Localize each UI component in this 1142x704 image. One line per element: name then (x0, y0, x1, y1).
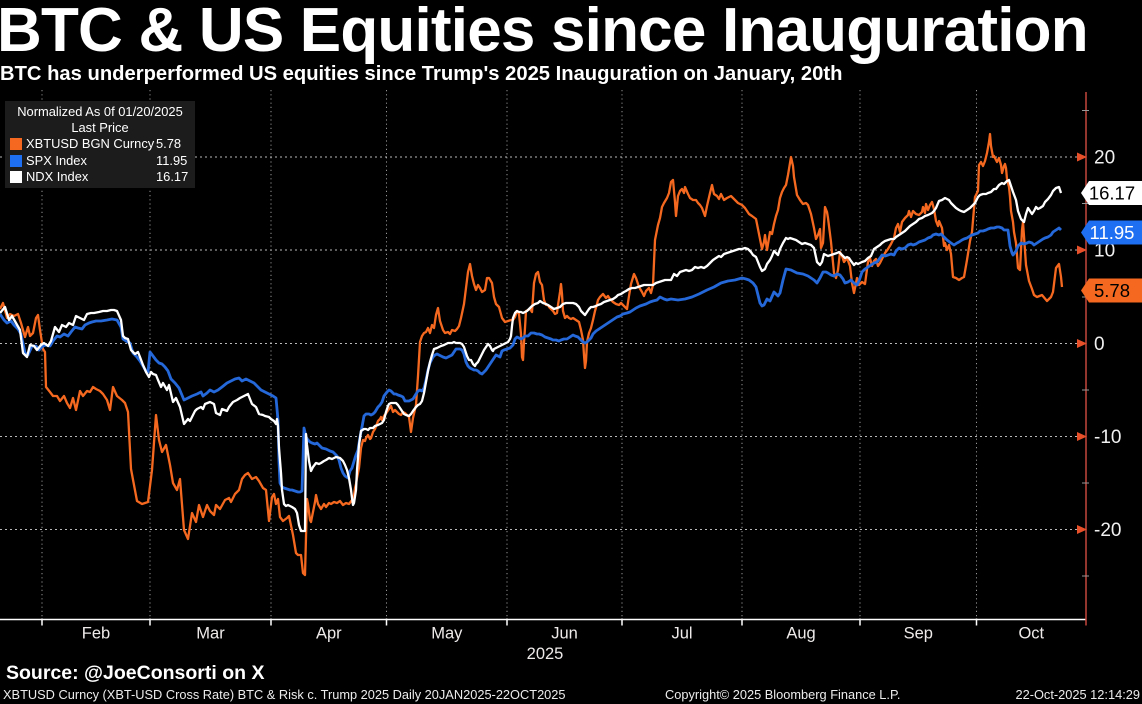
svg-text:Mar: Mar (196, 625, 225, 643)
svg-text:Jul: Jul (671, 625, 692, 643)
svg-text:-20: -20 (1094, 520, 1121, 541)
svg-text:16.17: 16.17 (1089, 183, 1135, 204)
svg-text:Feb: Feb (82, 625, 110, 643)
svg-text:Jun: Jun (551, 625, 578, 643)
svg-text:Oct: Oct (1018, 625, 1044, 643)
svg-text:0: 0 (1094, 334, 1105, 355)
svg-text:Apr: Apr (316, 625, 342, 643)
svg-text:Aug: Aug (786, 625, 815, 643)
svg-text:5.78: 5.78 (1094, 280, 1130, 301)
svg-text:2025: 2025 (527, 645, 564, 663)
svg-text:11.95: 11.95 (1090, 222, 1135, 243)
svg-text:Sep: Sep (904, 625, 933, 643)
svg-text:20: 20 (1094, 148, 1115, 169)
svg-text:10: 10 (1094, 241, 1115, 262)
svg-text:-10: -10 (1094, 427, 1121, 448)
svg-text:May: May (431, 625, 463, 643)
